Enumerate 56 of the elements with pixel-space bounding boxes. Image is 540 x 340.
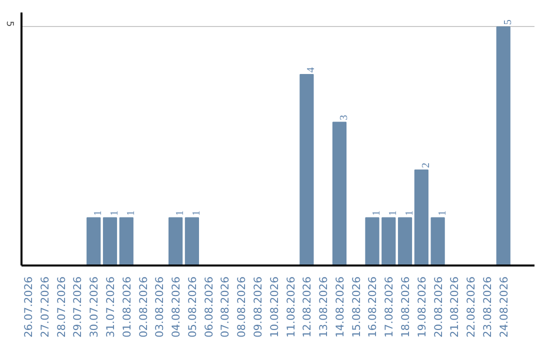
- x-tick-label: 20.08.2026: [432, 276, 445, 338]
- bar: [496, 26, 510, 266]
- x-tick-label: 23.08.2026: [480, 276, 494, 338]
- x-tick-label: 07.08.2026: [218, 276, 232, 338]
- bar: [414, 170, 428, 266]
- bar: [382, 217, 396, 266]
- data-label: 2: [420, 162, 432, 168]
- x-tick-label: 01.08.2026: [120, 276, 134, 338]
- bar: [398, 217, 412, 266]
- data-label: 1: [404, 210, 416, 216]
- x-tick-label: 12.08.2026: [300, 276, 314, 338]
- bar: [430, 217, 445, 266]
- data-label: 1: [175, 210, 186, 216]
- data-label: 1: [191, 210, 202, 216]
- x-tick-label: 14.08.2026: [333, 276, 346, 338]
- x-tick-label: 11.08.2026: [284, 276, 298, 338]
- data-label: 1: [372, 210, 383, 216]
- bar: [300, 74, 314, 266]
- x-tick-label: 17.08.2026: [382, 276, 396, 338]
- x-tick-label: 06.08.2026: [202, 276, 216, 338]
- data-label: 1: [126, 210, 137, 216]
- x-tick-label: 28.07.2026: [54, 276, 68, 338]
- x-tick-label: 18.08.2026: [399, 276, 412, 338]
- x-tick-label: 16.08.2026: [366, 276, 380, 338]
- bar: [119, 217, 134, 266]
- x-tick-label: 21.08.2026: [448, 276, 462, 338]
- data-label: 1: [388, 210, 400, 216]
- bar: [184, 217, 200, 266]
- x-tick-label: 02.08.2026: [136, 276, 150, 338]
- data-label: 5: [502, 19, 514, 25]
- x-tick-label: 04.08.2026: [170, 276, 183, 338]
- x-tick-label: 10.08.2026: [268, 276, 281, 338]
- x-tick-label: 26.07.2026: [22, 276, 36, 338]
- bar: [86, 217, 101, 266]
- x-tick-label: 30.07.2026: [88, 276, 101, 338]
- bar: [332, 122, 347, 266]
- x-tick-label: 27.07.2026: [38, 276, 52, 338]
- data-label: 1: [110, 210, 121, 216]
- bar: [365, 217, 380, 266]
- x-tick-label: 22.08.2026: [464, 276, 478, 338]
- data-label: 1: [437, 210, 448, 216]
- data-label: 3: [338, 114, 350, 120]
- x-tick-label: 29.07.2026: [71, 276, 84, 338]
- data-label: 1: [93, 210, 104, 216]
- data-label: 4: [306, 66, 318, 73]
- bar: [168, 217, 183, 266]
- x-tick-label: 24.08.2026: [497, 276, 510, 338]
- x-tick-label: 03.08.2026: [153, 276, 166, 338]
- x-tick-label: 15.08.2026: [350, 276, 363, 338]
- x-tick-label: 13.08.2026: [317, 276, 330, 338]
- bar: [102, 217, 118, 266]
- x-tick-label: 31.07.2026: [104, 276, 118, 338]
- x-tick-label: 08.08.2026: [235, 276, 248, 338]
- x-tick-label: 09.08.2026: [252, 276, 265, 338]
- x-tick-label: 19.08.2026: [415, 276, 428, 338]
- x-tick-label: 05.08.2026: [186, 276, 199, 338]
